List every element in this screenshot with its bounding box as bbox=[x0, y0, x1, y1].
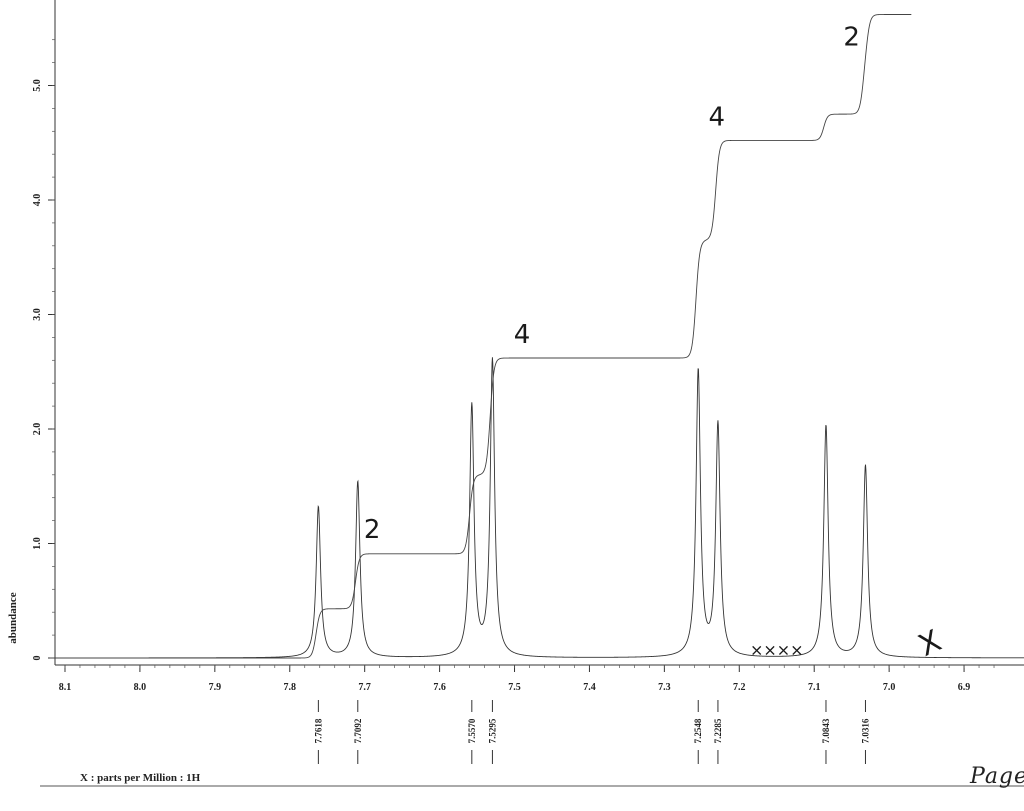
y-tick-label: 3.0 bbox=[32, 308, 43, 321]
x-tick-label: 7.3 bbox=[658, 682, 671, 693]
handwritten-page-note: Page bbox=[970, 764, 1024, 789]
spectrum-trace bbox=[50, 357, 1024, 659]
handwritten-annotation: 2 bbox=[364, 515, 381, 545]
handwritten-annotation: 4 bbox=[514, 320, 531, 350]
y-tick-label: 0 bbox=[32, 656, 43, 661]
handwritten-annotation: 4 bbox=[709, 103, 726, 133]
peak-label: 7.5295 bbox=[487, 718, 497, 743]
tick-marks: 8.1 8.0 7.9 7.8 7.7 7.6 7.5 7.4 7.3 7.2 7.1 7.0 6.9 0… bbox=[32, 39, 995, 693]
peak-label: 7.7092 bbox=[353, 718, 363, 743]
x-tick-label: 6.9 bbox=[958, 682, 971, 693]
x-tick-label: 7.6 bbox=[433, 682, 446, 693]
x-tick-label: 7.8 bbox=[284, 682, 297, 693]
x-tick-label: 7.0 bbox=[883, 682, 896, 693]
y-tick-label: 4.0 bbox=[32, 194, 43, 207]
peak-label: 7.0843 bbox=[821, 718, 831, 743]
y-tick-label: 2.0 bbox=[32, 423, 43, 436]
x-tick-label: 7.5 bbox=[508, 682, 521, 693]
y-tick-label: 5.0 bbox=[32, 79, 43, 92]
peak-labels: 7.7618 7.7092 7.5570 7.5295 7.2548 7.2285 7.08… bbox=[313, 700, 870, 764]
x-axis-label: X : parts per Million : 1H bbox=[80, 772, 201, 784]
peak-label: 7.7618 bbox=[313, 718, 323, 743]
x-tick-label: 7.7 bbox=[358, 682, 371, 693]
x-tick-label: 7.2 bbox=[733, 682, 746, 693]
x-tick-label: 8.1 bbox=[59, 682, 72, 693]
peak-label: 7.2285 bbox=[713, 718, 723, 743]
x-tick-label: 7.4 bbox=[583, 682, 596, 693]
y-tick-label: 1.0 bbox=[32, 537, 43, 550]
x-tick-label: 7.1 bbox=[808, 682, 821, 693]
x-tick-label: 7.9 bbox=[209, 682, 222, 693]
handwritten-annotation: 2 bbox=[843, 22, 860, 52]
y-axis-label: abundance bbox=[7, 592, 19, 644]
handwritten-annotation: ×××× bbox=[750, 641, 804, 660]
peak-label: 7.0316 bbox=[860, 718, 870, 743]
peak-label: 7.5570 bbox=[467, 718, 477, 743]
axes bbox=[40, 0, 1024, 787]
integral-curve bbox=[50, 14, 912, 659]
x-tick-label: 8.0 bbox=[134, 682, 147, 693]
peak-label: 7.2548 bbox=[693, 718, 703, 743]
